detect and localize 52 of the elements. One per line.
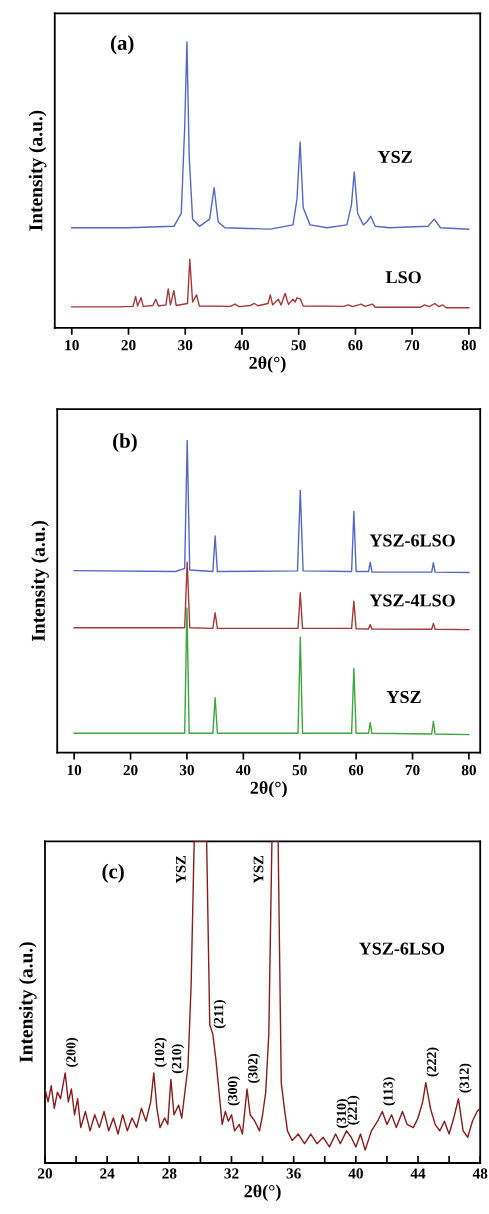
x-tick-label: 36 [286,1168,301,1179]
annotation: (113) [382,1077,396,1106]
y-axis-title: Intensity (a.u.) [31,520,49,642]
x-tick-label: 60 [349,764,364,776]
x-tick-label: 80 [461,764,476,776]
x-tick-label: 10 [65,340,79,351]
annotation: (221) [347,1095,360,1125]
annotation: (a) [110,35,134,55]
x-axis-title: 2θ(°) [249,356,286,373]
annotation: (102) [154,1037,168,1067]
annotation: (200) [65,1037,79,1067]
series-label: YSZ [377,150,412,163]
x-tick-label: 20 [37,1168,53,1179]
x-tick-label: 44 [410,1168,426,1179]
annotation: (312) [459,1063,472,1093]
annotation: (c) [102,863,124,883]
annotation: (310) [336,1099,349,1128]
annotation: (300) [227,1076,241,1106]
x-tick-label: 50 [292,764,307,776]
x-axis-title: 2θ(°) [250,781,287,798]
y-axis-title: Intensity (a.u.) [18,942,37,1063]
x-tick-label: 20 [123,764,138,776]
x-tick-label: 70 [405,764,420,776]
x-tick-label: 30 [179,764,194,776]
annotation: YSZ [253,855,264,884]
text: YSZ-6LSO [359,942,445,955]
annotation: (222) [426,1047,440,1077]
y-axis-title: Intensity (a.u.) [28,110,47,231]
annotation: (302) [247,1053,261,1083]
x-tick-label: 40 [234,340,250,351]
x-tick-label: 40 [348,1168,363,1179]
x-axis-title: 2θ(°) [244,1184,281,1201]
annotation: (b) [113,433,137,453]
x-tick-label: 50 [291,340,306,351]
series-label: YSZ-6LSO [369,534,455,547]
x-tick-label: 70 [405,340,420,351]
x-tick-label: 40 [235,764,251,776]
annotation: (210) [171,1044,185,1074]
x-tick-label: 28 [162,1168,177,1179]
x-tick-label: 24 [100,1168,115,1179]
x-tick-label: 32 [224,1168,239,1179]
x-tick-label: 10 [67,764,82,776]
x-tick-label: 48 [472,1168,488,1179]
series-label: LSO [385,271,421,284]
x-tick-label: 60 [348,340,363,351]
series-label: YSZ-4LSO [369,594,455,607]
annotation: YSZ [175,855,186,884]
x-tick-label: 30 [178,340,193,351]
x-tick-label: 80 [461,340,476,351]
x-tick-label: 20 [121,340,136,351]
series-label: YSZ [386,690,421,704]
annotation: (211) [213,1000,227,1029]
